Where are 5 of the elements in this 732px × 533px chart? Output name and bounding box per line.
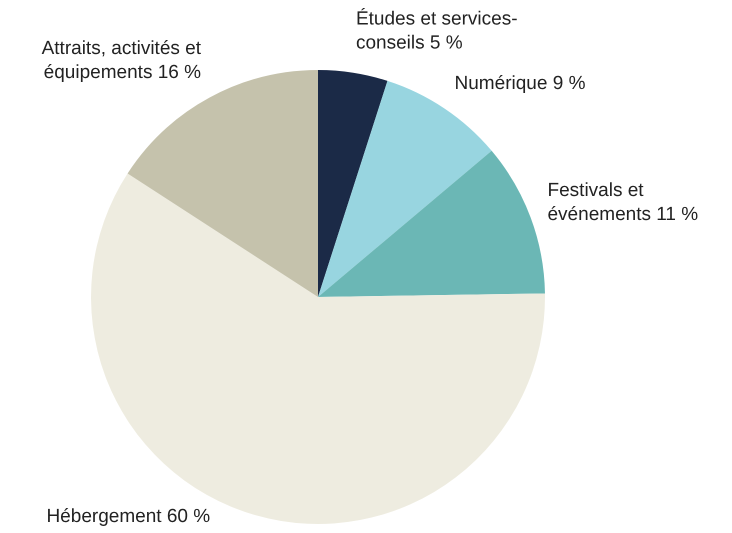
slice-label: Attraits, activités et équipements 16 % [42, 38, 202, 83]
slice-label: Hébergement 60 % [46, 506, 210, 528]
slice-label: Études et services-conseils 5 % [356, 7, 518, 54]
slice-label: Numérique 9 % [454, 72, 586, 94]
slice-label: Festivals et événements 11 % [547, 180, 698, 226]
